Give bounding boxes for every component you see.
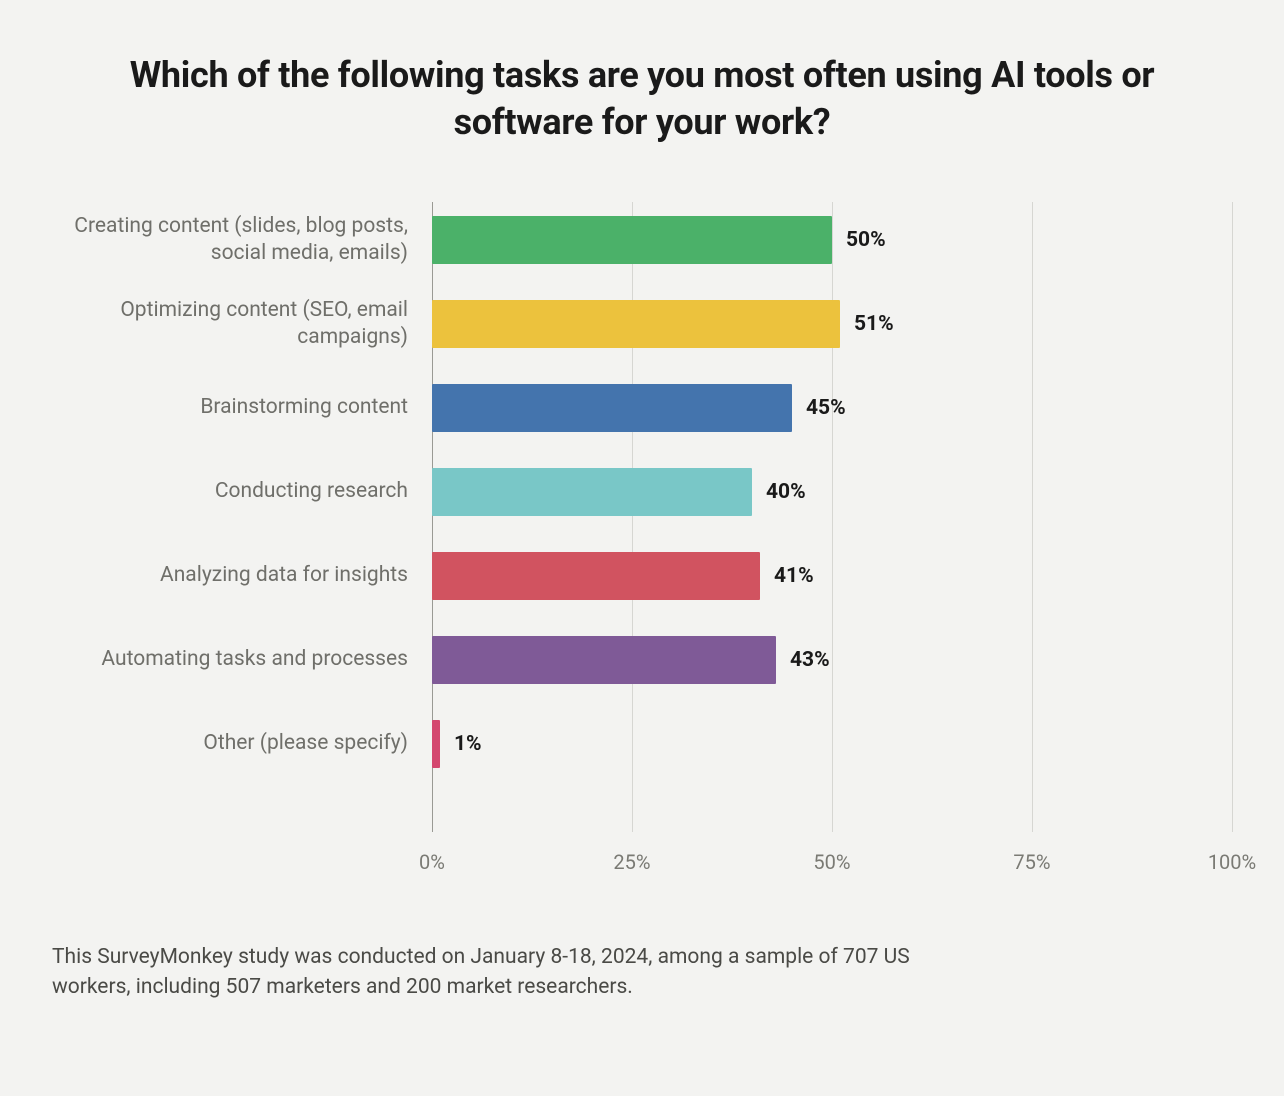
bar-value-label: 40%	[766, 480, 806, 504]
x-tick-label: 50%	[813, 850, 850, 874]
bar-track: 41%	[432, 552, 1232, 600]
category-label: Optimizing content (SEO, email campaigns…	[52, 297, 432, 351]
chart-row: Other (please specify) 1%	[52, 720, 1232, 768]
category-label: Other (please specify)	[52, 730, 432, 757]
x-tick-label: 25%	[613, 850, 650, 874]
chart-row: Brainstorming content 45%	[52, 384, 1232, 432]
chart-title: Which of the following tasks are you mos…	[102, 52, 1182, 146]
gridline	[1232, 202, 1233, 832]
category-label: Automating tasks and processes	[52, 646, 432, 673]
bar-track: 51%	[432, 300, 1232, 348]
bar-value-label: 1%	[454, 732, 482, 756]
category-label: Creating content (slides, blog posts, so…	[52, 213, 432, 267]
bar	[432, 216, 832, 264]
bar-track: 43%	[432, 636, 1232, 684]
category-label: Analyzing data for insights	[52, 562, 432, 589]
bar	[432, 468, 752, 516]
bar	[432, 552, 760, 600]
category-label: Conducting research	[52, 478, 432, 505]
chart-row: Analyzing data for insights 41%	[52, 552, 1232, 600]
chart-row: Conducting research 40%	[52, 468, 1232, 516]
bar-value-label: 50%	[846, 228, 886, 252]
bar	[432, 720, 440, 768]
bar	[432, 384, 792, 432]
footnote: This SurveyMonkey study was conducted on…	[52, 942, 952, 1003]
bar-chart: 0%25%50%75%100%Creating content (slides,…	[52, 202, 1232, 892]
bar-track: 1%	[432, 720, 1232, 768]
chart-row: Optimizing content (SEO, email campaigns…	[52, 300, 1232, 348]
bar	[432, 300, 840, 348]
bar	[432, 636, 776, 684]
chart-row: Creating content (slides, blog posts, so…	[52, 216, 1232, 264]
x-tick-label: 75%	[1013, 850, 1050, 874]
bar-track: 40%	[432, 468, 1232, 516]
bar-track: 50%	[432, 216, 1232, 264]
x-tick-label: 100%	[1208, 850, 1256, 874]
bar-value-label: 45%	[806, 396, 846, 420]
category-label: Brainstorming content	[52, 394, 432, 421]
x-tick-label: 0%	[419, 850, 445, 874]
bar-value-label: 41%	[774, 564, 814, 588]
chart-row: Automating tasks and processes 43%	[52, 636, 1232, 684]
bar-track: 45%	[432, 384, 1232, 432]
bar-value-label: 51%	[854, 312, 894, 336]
bar-value-label: 43%	[790, 648, 830, 672]
